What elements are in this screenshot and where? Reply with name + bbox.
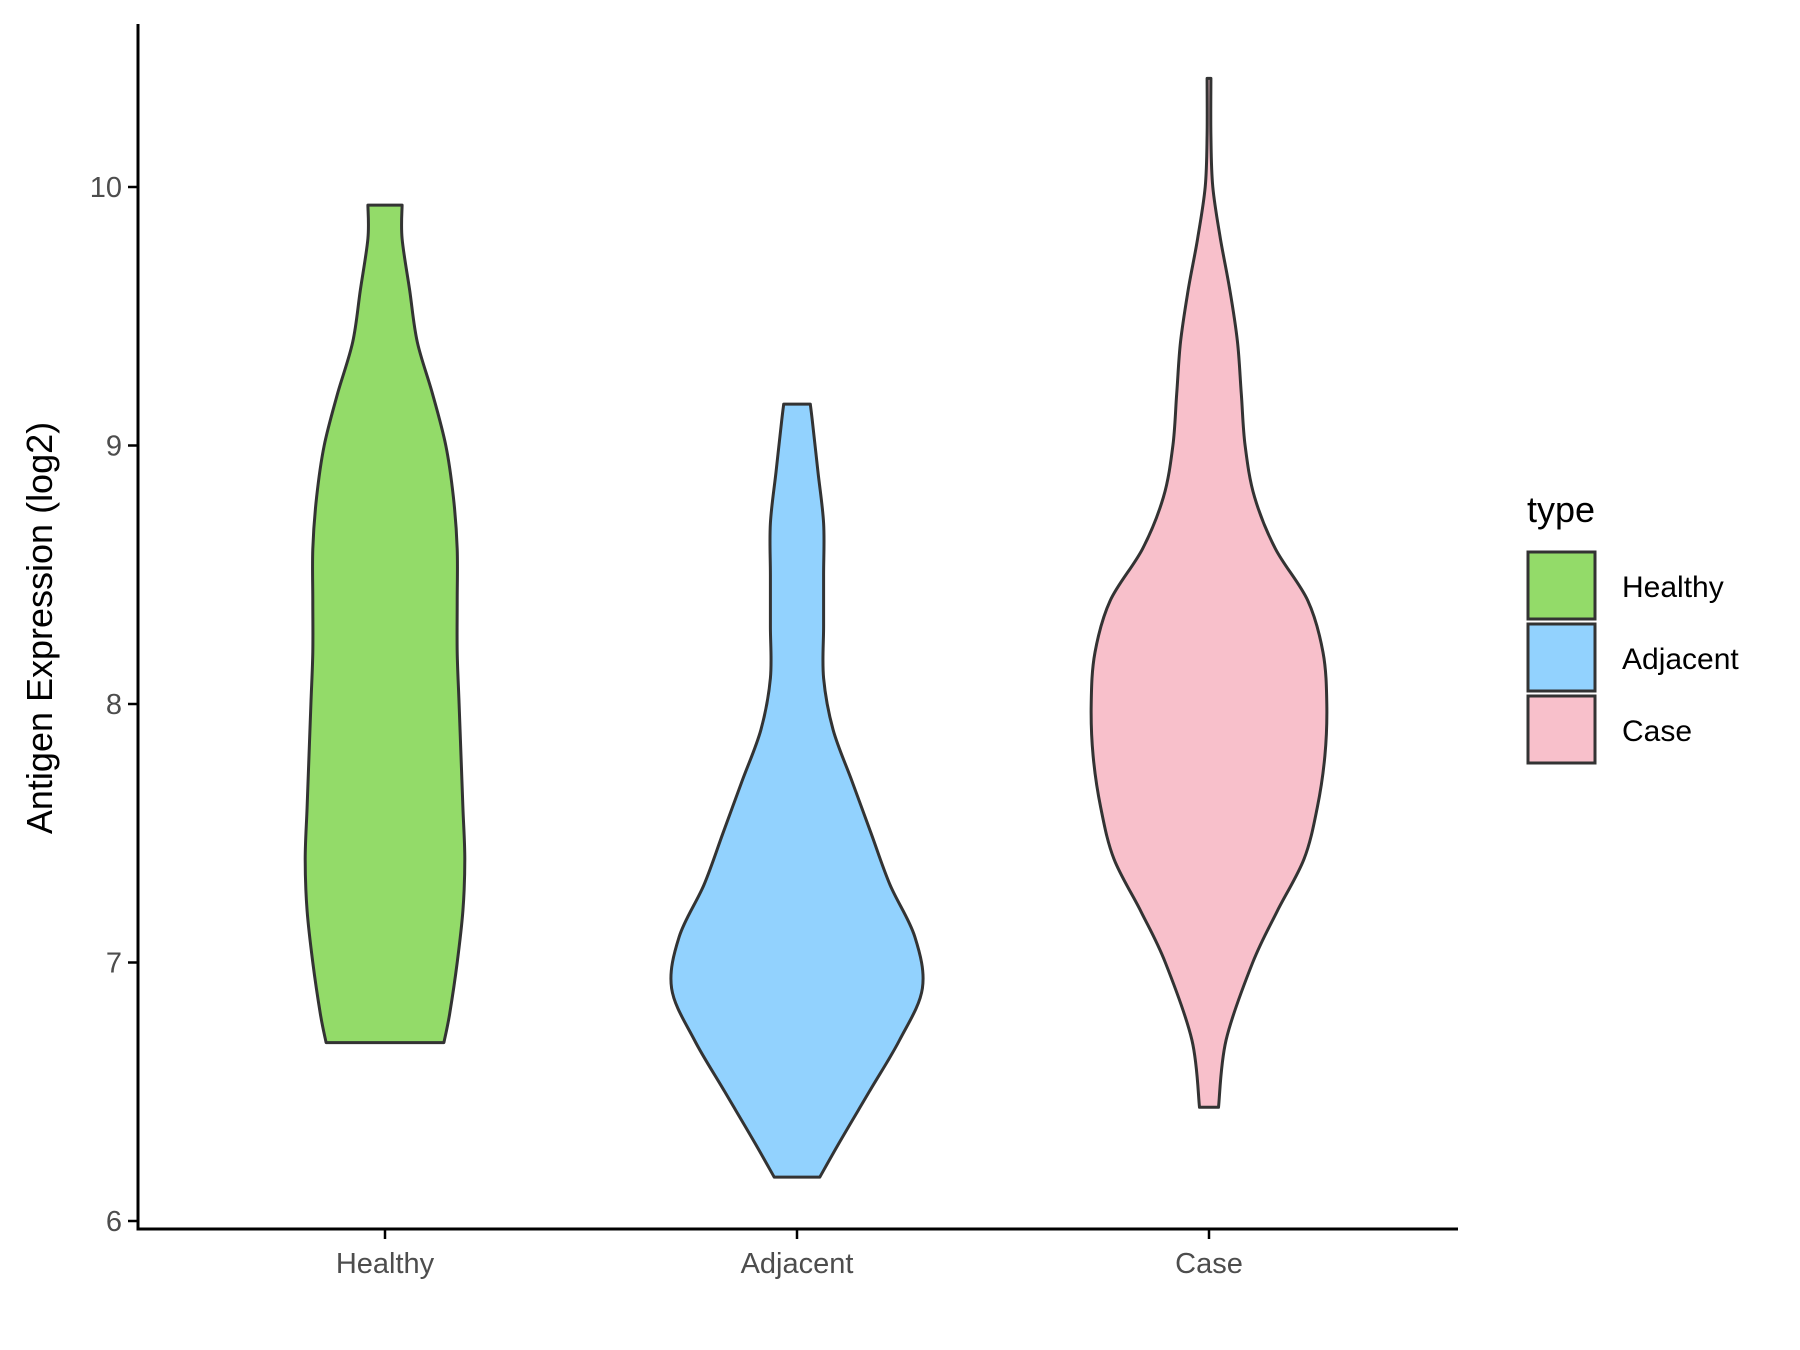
violin-case	[1089, 76, 1329, 1109]
legend-swatch-healthy	[1526, 550, 1597, 621]
y-axis-title: Antigen Expression (log2)	[19, 422, 60, 834]
legend-label-adjacent: Adjacent	[1622, 643, 1739, 676]
violin-layer	[303, 76, 1329, 1179]
violin-adjacent	[669, 402, 925, 1179]
legend-items: Healthy Adjacent Case	[1526, 550, 1739, 765]
y-tick-label: 7	[106, 948, 122, 980]
x-tick-label: Healthy	[336, 1248, 435, 1280]
legend: type Healthy Adjacent Case	[1526, 489, 1739, 765]
legend-label-case: Case	[1622, 715, 1692, 748]
legend-swatch-case	[1526, 694, 1597, 765]
x-tick-label: Adjacent	[741, 1248, 854, 1280]
y-tick-label: 10	[90, 172, 122, 204]
y-tick-label: 8	[106, 689, 122, 721]
legend-swatch-adjacent	[1526, 622, 1597, 693]
y-tick-label: 9	[106, 431, 122, 463]
legend-label-healthy: Healthy	[1622, 571, 1724, 604]
violin-healthy	[303, 203, 467, 1045]
y-axis-ticks: 6 7 8 9 10	[90, 172, 138, 1238]
x-axis-ticks: Healthy Adjacent Case	[336, 1229, 1243, 1280]
x-tick-label: Case	[1175, 1248, 1243, 1280]
y-tick-label: 6	[106, 1206, 122, 1238]
legend-title: type	[1527, 489, 1595, 530]
